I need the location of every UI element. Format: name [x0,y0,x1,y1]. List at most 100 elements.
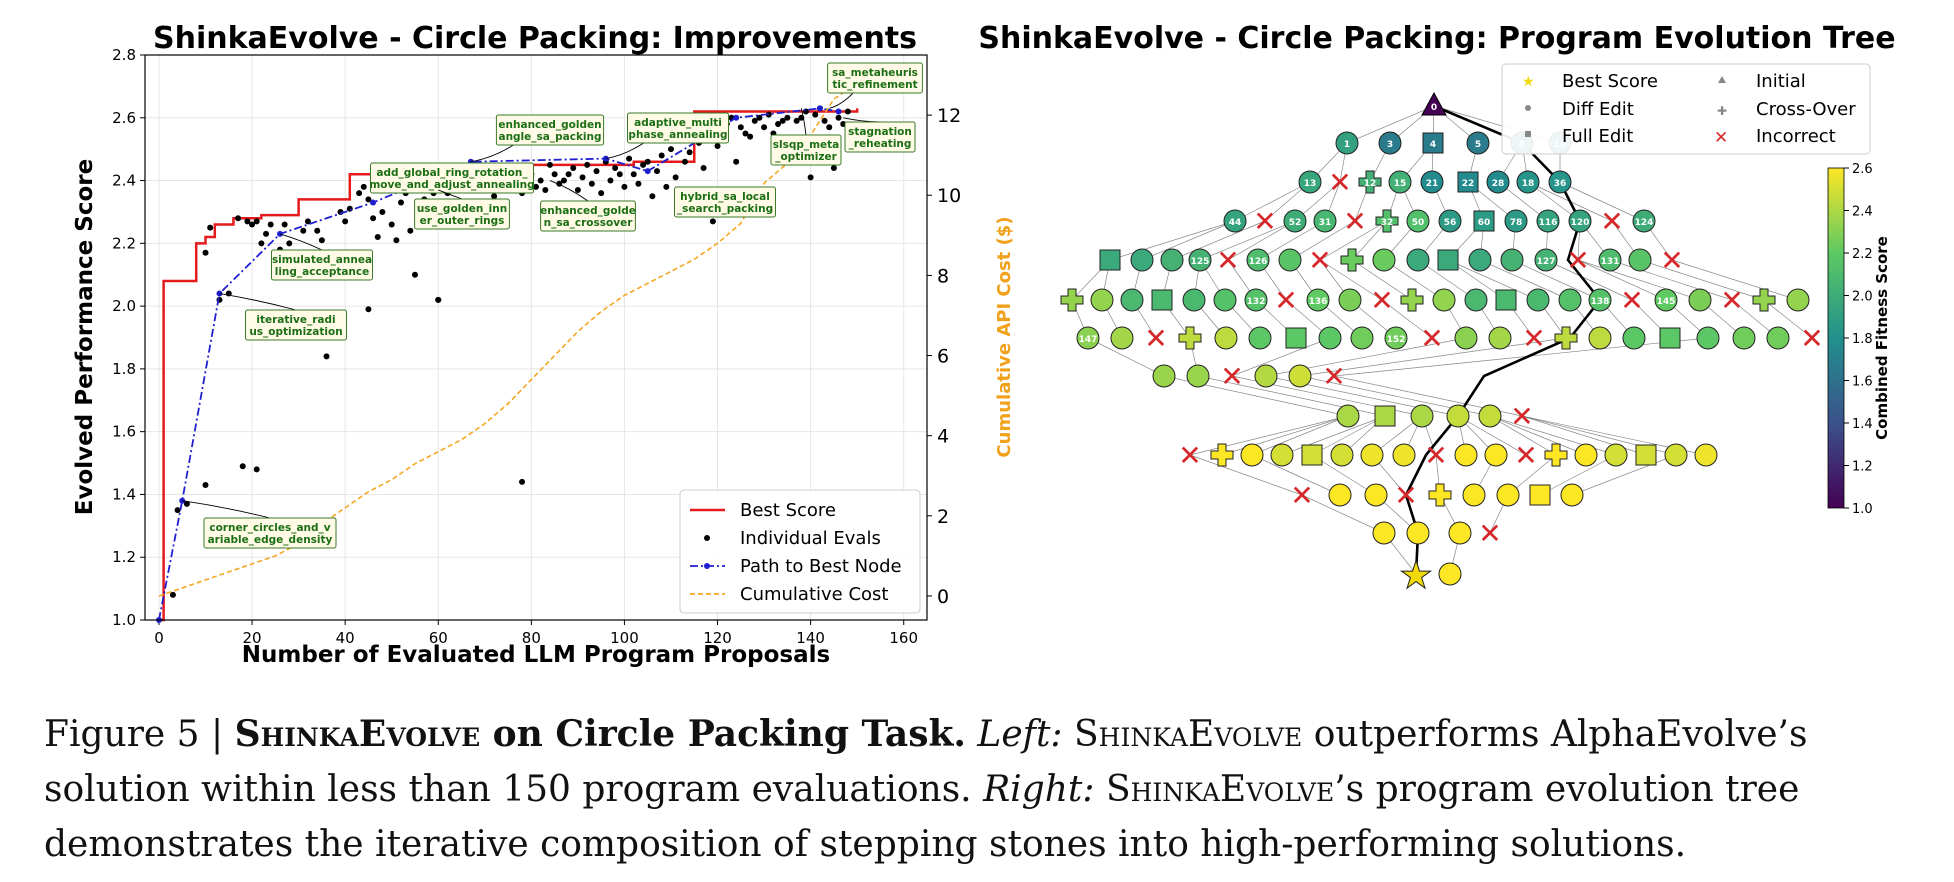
diff-edit-node [1214,326,1238,350]
crossover-node [1428,483,1452,507]
best-score-line [158,108,859,622]
tree-edge [1257,220,1326,261]
incorrect-marker: ✕ [1178,439,1201,472]
incorrect-marker: ✕ [1566,244,1589,277]
diff-edit-node [1388,170,1412,194]
eval-point [374,234,381,241]
node-label: 44 [1229,218,1242,228]
tree-edge [1346,105,1435,144]
tree-edge [1671,259,1799,301]
diff-edit-node [1438,209,1462,233]
eval-point [686,149,693,156]
eval-point [709,218,716,225]
node-label: 52 [1289,218,1302,228]
node-label: 21 [1426,179,1439,189]
crossover-node [1060,288,1084,312]
path-point [733,114,740,121]
crossover-node [1210,443,1234,467]
eval-point [323,353,330,360]
node-label: 5 [1475,140,1481,150]
eval-point [318,237,325,244]
x-tick-label: 80 [522,629,541,647]
diff-edit-node [1654,288,1678,312]
eval-point [649,193,656,200]
cumulative-cost-line [158,82,858,597]
eval-point [830,165,837,171]
diff-edit-node [1254,364,1278,388]
node-label: 124 [1635,218,1654,228]
eval-point [579,174,586,181]
node-label: 132 [1247,297,1266,307]
annotation-label: iterative_radi [256,314,335,326]
colorbar-tick-label: 1.0 [1852,502,1873,517]
diff-edit-node [1406,521,1430,545]
caption-shinka-2: ShinkaEvolve [1074,714,1303,755]
diff-edit-node [1454,326,1478,350]
diff-edit-node [1446,404,1470,428]
annotation-label: move_and_adjust_annealing [369,179,534,191]
tree-edge [1577,259,1701,301]
diff-edit-node [1558,288,1582,312]
diff-edit-node [1604,443,1628,467]
tree-edge [1763,299,1813,339]
y-tick-label: 1.2 [112,548,136,566]
diff-edit-node [1384,326,1408,350]
eval-point [640,161,647,168]
eval-point [533,183,539,190]
diff-edit-node [1130,248,1154,272]
diff-edit-node [1378,131,1402,155]
diff-edit-node [1598,248,1622,272]
tree-edge [1383,259,1445,301]
tree-edge [1311,415,1386,456]
full-edit-node [1457,171,1479,193]
diff-edit-node [1406,209,1430,233]
caption-bold-rest: on Circle Packing Task. [480,713,966,755]
eval-point [267,221,274,228]
legend-diff-icon [1525,105,1531,111]
annotation-label: er_outer_rings [420,215,505,227]
eval-point [737,124,744,131]
annotation-box [844,121,916,153]
annotation-label: adaptive_multi [634,117,722,129]
eval-point [584,161,591,168]
legend-path: Path to Best Node [740,556,902,577]
eval-point [174,507,181,514]
tree-edge [1351,259,1413,301]
eval-point [551,171,558,178]
legend-evals: Individual Evals [740,528,881,549]
diff-edit-node [1504,209,1528,233]
colorbar-gradient [1827,167,1845,509]
incorrect-marker: ✕ [1800,322,1823,355]
eval-point [407,227,414,234]
eval-point [560,177,567,184]
tree-edge [1319,220,1388,261]
diff-edit-node [1246,248,1270,272]
diff-edit-node [1248,326,1272,350]
best-score-star: ★ [1399,553,1433,597]
eval-point [304,218,311,225]
tree-edge [1289,220,1356,261]
x-tick-label: 140 [796,629,825,647]
annotation-leader [800,108,807,136]
diff-edit-node [1526,288,1550,312]
figure-caption: Figure 5 | ShinkaEvolve on Circle Packin… [44,707,1924,872]
annotation-label: hybrid_sa_local [680,191,770,203]
tree-nodes: 0134581013✕1215212228183644✕5231✕3250566… [1060,91,1824,598]
annotation-box [370,162,534,194]
eval-point [244,218,251,225]
path-to-best-line [158,107,839,621]
annotation-label: phase_annealing [628,129,727,141]
incorrect-marker: ✕ [1220,360,1243,393]
annotation-label: stagnation [848,126,912,138]
eval-point [598,190,605,197]
eval-point [612,165,619,171]
left-axis-ticks: 0 20 40 60 80 100 120 140 1601.01.21.41.61.82.02… [112,46,961,647]
eval-point [756,114,763,121]
colorbar-ticks: 1.0 1.2 1.4 1.6 1.8 2.0 2.2 2.4 2.6 [1844,162,1873,517]
eval-point [570,165,577,171]
eval-point [281,221,288,228]
eval-point [365,196,372,203]
diff-edit-node [1350,326,1374,350]
diff-edit-node [1306,288,1330,312]
eval-point [537,177,544,184]
